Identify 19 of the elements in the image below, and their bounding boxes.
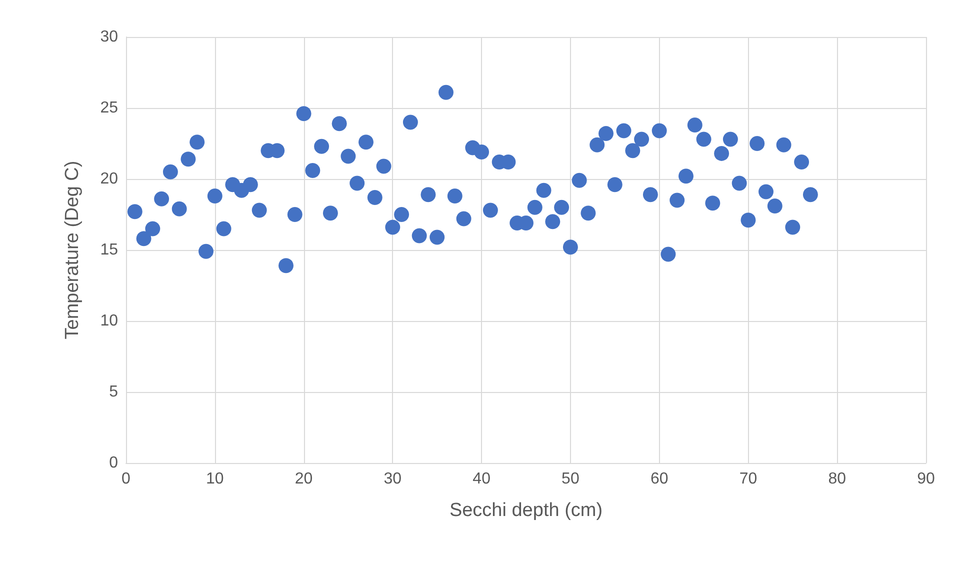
x-tick-label: 40	[472, 470, 491, 488]
x-tick-label: 10	[206, 470, 224, 488]
x-tick-label: 50	[562, 470, 580, 488]
y-tick-label: 15	[100, 242, 118, 258]
y-tick-label: 25	[100, 100, 118, 116]
x-tick-label: 20	[294, 470, 313, 488]
x-tick-label: 70	[739, 470, 758, 488]
x-axis-title: Secchi depth (cm)	[449, 500, 603, 521]
x-tick-label: 90	[917, 470, 935, 488]
y-tick-label: 0	[109, 454, 118, 472]
y-axis-title: Temperature (Deg C)	[62, 160, 83, 340]
x-tick-label: 60	[650, 470, 668, 488]
x-tick-label: 30	[384, 470, 402, 488]
y-tick-label: 5	[109, 384, 118, 400]
x-tick-label: 0	[122, 470, 131, 488]
y-tick-label: 20	[100, 170, 118, 188]
y-tick-label: 30	[100, 28, 118, 46]
x-tick-label: 80	[828, 470, 846, 488]
y-tick-label: 10	[100, 312, 118, 330]
